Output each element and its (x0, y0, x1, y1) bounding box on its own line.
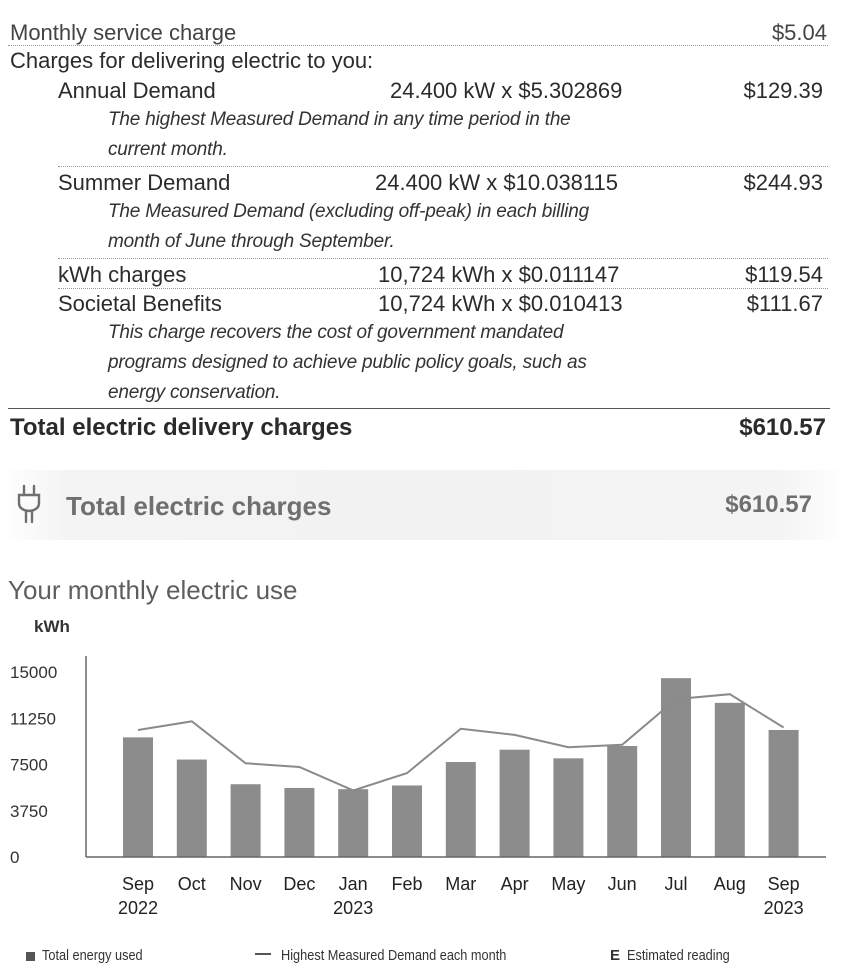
x-tick-label: Feb (391, 874, 422, 894)
bar-mar (445, 762, 476, 857)
bar-jul (661, 678, 691, 857)
divider (58, 288, 828, 289)
kwh-charges-amount: $119.54 (745, 262, 823, 287)
annual-demand-label: Annual Demand (58, 78, 216, 103)
bar-dec (284, 787, 315, 857)
x-tick-label: May (551, 874, 585, 894)
societal-benefits-amount: $111.67 (746, 291, 823, 316)
y-tick-label: 11250 (10, 709, 56, 728)
annual-demand-note: current month. (108, 139, 228, 160)
legend-estimated-label: Estimated reading (627, 947, 730, 964)
x-tick-label: Jul (664, 874, 687, 894)
y-tick-label: 0 (10, 848, 19, 867)
summer-demand-calc: 24.400 kW x $10.038115 (375, 170, 618, 195)
plug-icon (16, 484, 42, 524)
y-axis-label: kWh (34, 617, 70, 636)
x-tick-label: Mar (445, 874, 476, 894)
summer-demand-label: Summer Demand (58, 170, 231, 195)
x-tick-label: Sep (122, 874, 154, 894)
total-electric-band (0, 470, 847, 540)
total-divider (8, 408, 830, 409)
annual-demand-calc: 24.400 kW x $5.302869 (390, 78, 623, 103)
service-charge-label: Monthly service charge (10, 20, 237, 45)
usage-chart: kWh 15000 11250 7500 3750 0 Sep 2022 Oct Nov Dec… (10, 617, 826, 918)
summer-demand-amount: $244.93 (743, 170, 823, 195)
service-charge-amount: $5.04 (771, 20, 827, 45)
divider (8, 45, 828, 46)
x-tick-year: 2023 (333, 898, 373, 918)
legend-bar-swatch (26, 952, 35, 961)
societal-benefits-note: programs designed to achieve public poli… (108, 352, 587, 373)
legend-estimated-symbol: E (610, 947, 621, 964)
total-electric-amount: $610.57 (725, 491, 812, 518)
y-tick-label: 3750 (10, 802, 48, 821)
legend-line-label: Highest Measured Demand each month (281, 947, 507, 964)
societal-benefits-label: Societal Benefits (58, 291, 222, 316)
x-tick-label: Dec (283, 874, 315, 894)
legend-bar-label: Total energy used (42, 947, 143, 964)
usage-heading: Your monthly electric use (8, 575, 298, 605)
y-tick-label: 7500 (10, 756, 48, 775)
annual-demand-note: The highest Measured Demand in any time … (108, 109, 571, 130)
x-tick-year: 2023 (764, 898, 804, 918)
total-delivery-label: Total electric delivery charges (10, 414, 353, 441)
x-tick-label: Jan (339, 874, 368, 894)
kwh-charges-label: kWh charges (58, 262, 187, 287)
bar-nov (230, 784, 261, 857)
x-tick-label: Nov (230, 874, 262, 894)
bar-oct (176, 759, 207, 857)
bar-apr (499, 749, 530, 857)
legend-line-swatch (255, 953, 271, 955)
bar-feb (392, 785, 422, 857)
total-delivery-amount: $610.57 (739, 414, 826, 441)
societal-benefits-note: This charge recovers the cost of governm… (108, 322, 564, 343)
x-tick-label: Apr (501, 874, 529, 894)
x-tick-label: Oct (178, 874, 206, 894)
bar-jun (607, 746, 638, 857)
total-electric-label: Total electric charges (66, 491, 332, 521)
x-tick-label: Sep (768, 874, 800, 894)
bar-sep (123, 737, 153, 857)
bar-aug (714, 702, 745, 857)
divider (58, 166, 828, 167)
bar-sep (768, 729, 799, 857)
divider (58, 258, 828, 259)
kwh-charges-calc: 10,724 kWh x $0.011147 (378, 262, 620, 287)
bar-jan (338, 789, 369, 857)
y-tick-label: 15000 (10, 663, 57, 682)
delivering-heading: Charges for delivering electric to you: (10, 48, 374, 73)
x-tick-year: 2022 (118, 898, 158, 918)
demand-line (137, 693, 785, 792)
summer-demand-note: month of June through September. (108, 231, 395, 252)
societal-benefits-note: energy conservation. (108, 382, 281, 403)
annual-demand-amount: $129.39 (743, 78, 823, 103)
societal-benefits-calc: 10,724 kWh x $0.010413 (378, 291, 623, 316)
x-tick-label: Jun (608, 874, 637, 894)
summer-demand-note: The Measured Demand (excluding off-peak)… (108, 201, 589, 222)
x-tick-label: Aug (714, 874, 746, 894)
bar-may (553, 758, 584, 857)
